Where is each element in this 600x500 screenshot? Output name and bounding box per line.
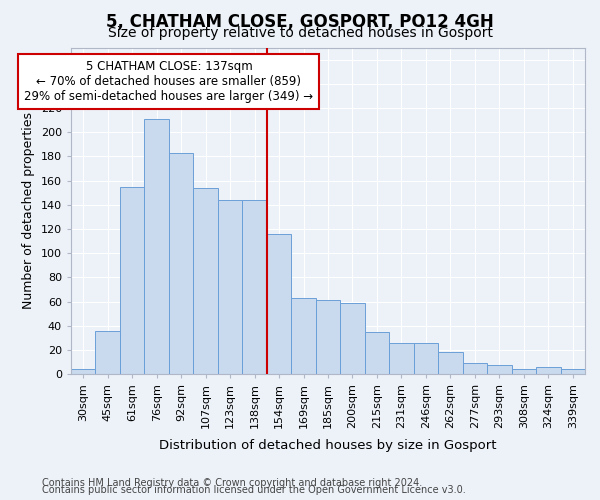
Bar bbox=[95, 330, 120, 374]
Bar bbox=[365, 332, 389, 374]
Bar bbox=[291, 298, 316, 374]
Text: 5 CHATHAM CLOSE: 137sqm
← 70% of detached houses are smaller (859)
29% of semi-d: 5 CHATHAM CLOSE: 137sqm ← 70% of detache… bbox=[25, 60, 313, 102]
Bar bbox=[169, 153, 193, 374]
Bar bbox=[389, 343, 413, 374]
Bar bbox=[267, 234, 291, 374]
Bar bbox=[145, 119, 169, 374]
Text: Contains public sector information licensed under the Open Government Licence v3: Contains public sector information licen… bbox=[42, 485, 466, 495]
Bar bbox=[438, 352, 463, 374]
Bar bbox=[463, 364, 487, 374]
Bar bbox=[536, 367, 560, 374]
Text: 5, CHATHAM CLOSE, GOSPORT, PO12 4GH: 5, CHATHAM CLOSE, GOSPORT, PO12 4GH bbox=[106, 12, 494, 30]
Text: Contains HM Land Registry data © Crown copyright and database right 2024.: Contains HM Land Registry data © Crown c… bbox=[42, 478, 422, 488]
Bar bbox=[512, 370, 536, 374]
Y-axis label: Number of detached properties: Number of detached properties bbox=[22, 112, 35, 310]
Bar bbox=[120, 186, 145, 374]
Text: Size of property relative to detached houses in Gosport: Size of property relative to detached ho… bbox=[107, 26, 493, 40]
Bar bbox=[560, 370, 585, 374]
Bar bbox=[413, 343, 438, 374]
Bar bbox=[193, 188, 218, 374]
Bar bbox=[242, 200, 267, 374]
Bar bbox=[218, 200, 242, 374]
Bar bbox=[316, 300, 340, 374]
Bar bbox=[71, 370, 95, 374]
Bar bbox=[487, 364, 512, 374]
X-axis label: Distribution of detached houses by size in Gosport: Distribution of detached houses by size … bbox=[159, 440, 497, 452]
Bar bbox=[340, 303, 365, 374]
